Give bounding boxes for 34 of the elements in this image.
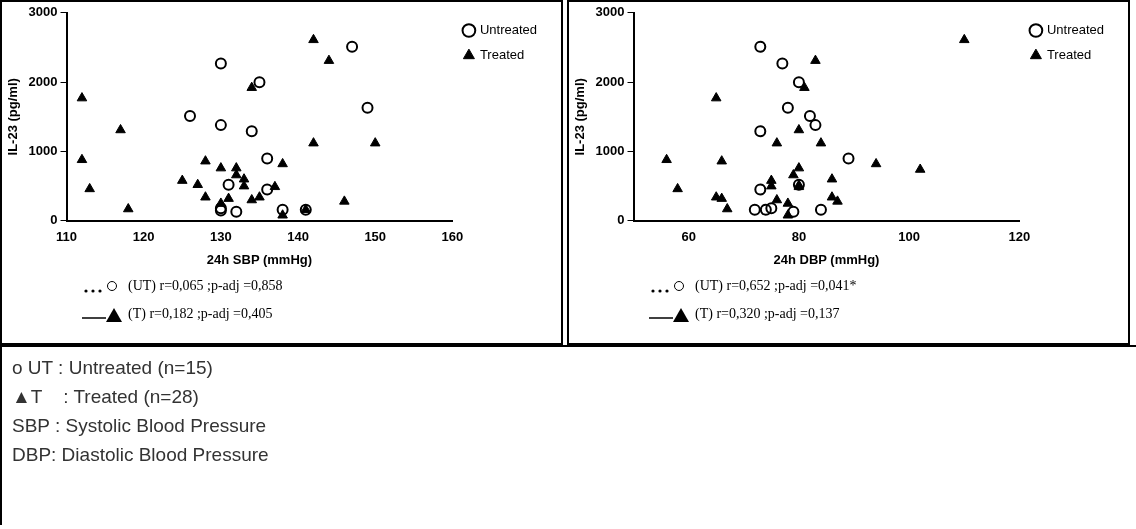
x-tick-label: 130 <box>210 229 232 245</box>
legend-label: Treated <box>1046 47 1092 63</box>
text: SBP : Systolic Blood Pressure <box>12 414 268 438</box>
x-axis-title: 24h DBP (mmHg) <box>773 251 880 267</box>
y-tick-label: 0 <box>617 212 625 228</box>
legend-label: Untreated <box>1046 22 1104 38</box>
y-tick-label: 1000 <box>595 143 625 159</box>
text: o UT : Untreated (n=15) <box>12 356 214 380</box>
x-tick-label: 100 <box>898 229 921 245</box>
x-tick-label: 150 <box>364 229 387 245</box>
x-tick-label: 140 <box>287 229 309 245</box>
y-tick-label: 2000 <box>595 73 625 89</box>
y-tick-label: 2000 <box>28 73 58 89</box>
text: DBP: Diastolic Blood Pressure <box>12 443 270 467</box>
y-axis-title: IL-23 (pg/ml) <box>5 78 21 156</box>
x-axis-title: 24h SBP (mmHg) <box>206 251 313 267</box>
x-tick-label: 120 <box>132 229 155 245</box>
y-axis-title: IL-23 (pg/ml) <box>572 78 588 156</box>
x-tick-label: 110 <box>56 229 78 245</box>
x-tick-label: 120 <box>1008 229 1031 245</box>
y-tick-label: 3000 <box>595 4 625 20</box>
y-tick-label: 1000 <box>28 143 58 159</box>
legend-label: Untreated <box>479 22 537 38</box>
x-tick-label: 60 <box>681 229 696 245</box>
text: (UT) r=0,652 ;p-adj =0,041* <box>695 278 857 294</box>
text: ▲T : Treated (n=28) <box>12 385 200 409</box>
x-tick-label: 160 <box>441 229 464 245</box>
legend-label: Treated <box>479 47 525 63</box>
y-tick-label: 0 <box>50 212 58 228</box>
text: (T) r=0,182 ;p-adj =0,405 <box>128 306 273 322</box>
text: (UT) r=0,065 ;p-adj =0,858 <box>128 278 283 294</box>
y-tick-label: 3000 <box>28 4 58 20</box>
x-tick-label: 80 <box>791 229 807 245</box>
text: (T) r=0,320 ;p-adj =0,137 <box>695 306 840 322</box>
